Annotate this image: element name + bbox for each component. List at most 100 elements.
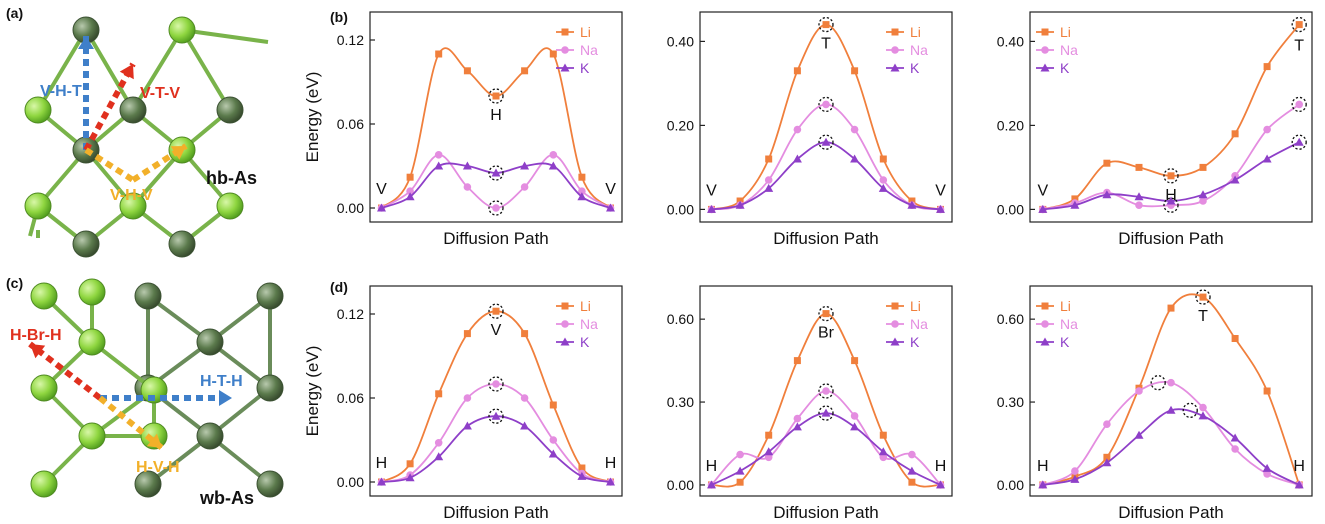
- marker-na: [520, 183, 529, 191]
- marker-na: [492, 204, 500, 212]
- marker-li: [1295, 21, 1303, 29]
- path-v-h-v-head: [170, 146, 186, 160]
- as-atom-front: [30, 282, 58, 310]
- marker-li: [879, 155, 887, 163]
- as-atom: [72, 230, 100, 258]
- y-tick-label: 0.00: [337, 200, 364, 216]
- marker-na: [1263, 470, 1271, 478]
- marker-na: [549, 151, 558, 159]
- marker-k: [707, 204, 716, 213]
- site-label: Br: [818, 325, 835, 342]
- site-label: V: [706, 182, 717, 199]
- marker-li: [793, 357, 801, 365]
- marker-li: [521, 330, 529, 338]
- path-v-t-v-line: [83, 62, 136, 152]
- marker-k: [821, 137, 831, 146]
- highlight-circle: [1182, 402, 1198, 418]
- marker-na: [1295, 100, 1303, 109]
- marker-li: [1263, 387, 1271, 395]
- path-h-br-h-head: [30, 344, 46, 359]
- marker-k: [405, 473, 415, 482]
- marker-li: [549, 50, 557, 58]
- plot-frame: [1029, 11, 1313, 223]
- y-tick-label: 0.06: [337, 116, 364, 132]
- y-tick-label: 0.20: [667, 117, 694, 133]
- marker-k: [764, 447, 774, 456]
- marker-li: [908, 478, 916, 486]
- marker-li: [435, 50, 443, 58]
- chart-panel-5: 0.00 0.30 0.60 Diffusion Path H Br H Li Na K: [667, 285, 953, 522]
- marker-na: [492, 380, 500, 388]
- site-label: H: [935, 458, 947, 475]
- marker-k: [560, 337, 570, 346]
- highlight-circle: [818, 16, 834, 33]
- path-h-t-h-head: [219, 390, 232, 406]
- path-h-v-h-line: [98, 395, 164, 451]
- highlight-circle: [1163, 168, 1179, 184]
- marker-k: [1070, 474, 1080, 483]
- marker-k: [434, 452, 444, 461]
- highlight-circle: [1291, 96, 1307, 113]
- marker-na: [406, 187, 414, 195]
- plot-frame: [369, 11, 623, 223]
- marker-k: [1134, 430, 1144, 439]
- marker-k: [491, 411, 501, 420]
- structure-name: hb-As: [206, 168, 257, 188]
- marker-k: [491, 168, 501, 177]
- marker-k: [434, 161, 444, 170]
- plot-frame: [699, 285, 953, 497]
- series-line-k: [711, 141, 941, 211]
- as-atom-back: [196, 328, 224, 356]
- legend-label-li: Li: [910, 298, 921, 314]
- marker-li: [851, 67, 859, 75]
- series-line-na: [1042, 380, 1300, 486]
- series-line-na: [710, 390, 942, 486]
- legend-label-na: Na: [1060, 42, 1078, 58]
- site-label: H: [490, 107, 502, 124]
- legend-label-k: K: [1060, 60, 1070, 76]
- marker-na: [520, 394, 529, 402]
- marker-k: [462, 421, 472, 430]
- marker-k: [548, 161, 558, 170]
- chart-panel-2: 0.00 0.20 0.40 Diffusion Path V T V Li Na K: [667, 11, 953, 248]
- site-label: V: [1037, 182, 1048, 199]
- series-line-na: [381, 153, 611, 209]
- marker-li: [578, 173, 586, 181]
- as-atom-back: [256, 282, 284, 310]
- y-tick-label: 0.12: [337, 306, 364, 322]
- y-tick-label: 0.40: [667, 33, 694, 49]
- marker-k: [1134, 192, 1144, 201]
- path-label: H-V-H: [136, 459, 180, 476]
- bond: [131, 28, 184, 112]
- marker-k: [560, 63, 570, 72]
- plot-frame: [699, 11, 953, 223]
- marker-li: [561, 302, 569, 310]
- marker-li: [879, 431, 887, 439]
- legend-label-k: K: [910, 60, 920, 76]
- marker-na: [850, 125, 859, 134]
- marker-k: [520, 161, 530, 170]
- marker-na: [793, 414, 802, 423]
- legend-label-na: Na: [580, 316, 598, 332]
- highlight-circle: [818, 405, 834, 421]
- marker-k: [878, 183, 888, 192]
- marker-li: [1135, 163, 1143, 171]
- legend-label-k: K: [910, 334, 920, 350]
- marker-na: [1103, 420, 1111, 429]
- bond: [84, 28, 135, 112]
- site-label: V: [376, 181, 387, 198]
- marker-li: [1231, 335, 1239, 342]
- marker-na: [764, 453, 773, 462]
- marker-na: [736, 450, 744, 459]
- marker-li: [463, 67, 471, 75]
- marker-k: [1038, 204, 1048, 213]
- as-atom-front: [140, 422, 168, 450]
- marker-na: [850, 412, 859, 420]
- marker-li: [492, 92, 500, 100]
- panel-letter-a: (a): [6, 5, 23, 21]
- marker-na: [578, 187, 586, 195]
- marker-k: [936, 204, 945, 213]
- chart-area: 0.00 0.06 0.12 Diffusion Path Energy (eV) V H V…: [303, 11, 1313, 522]
- marker-na: [434, 439, 443, 447]
- marker-li: [765, 431, 773, 439]
